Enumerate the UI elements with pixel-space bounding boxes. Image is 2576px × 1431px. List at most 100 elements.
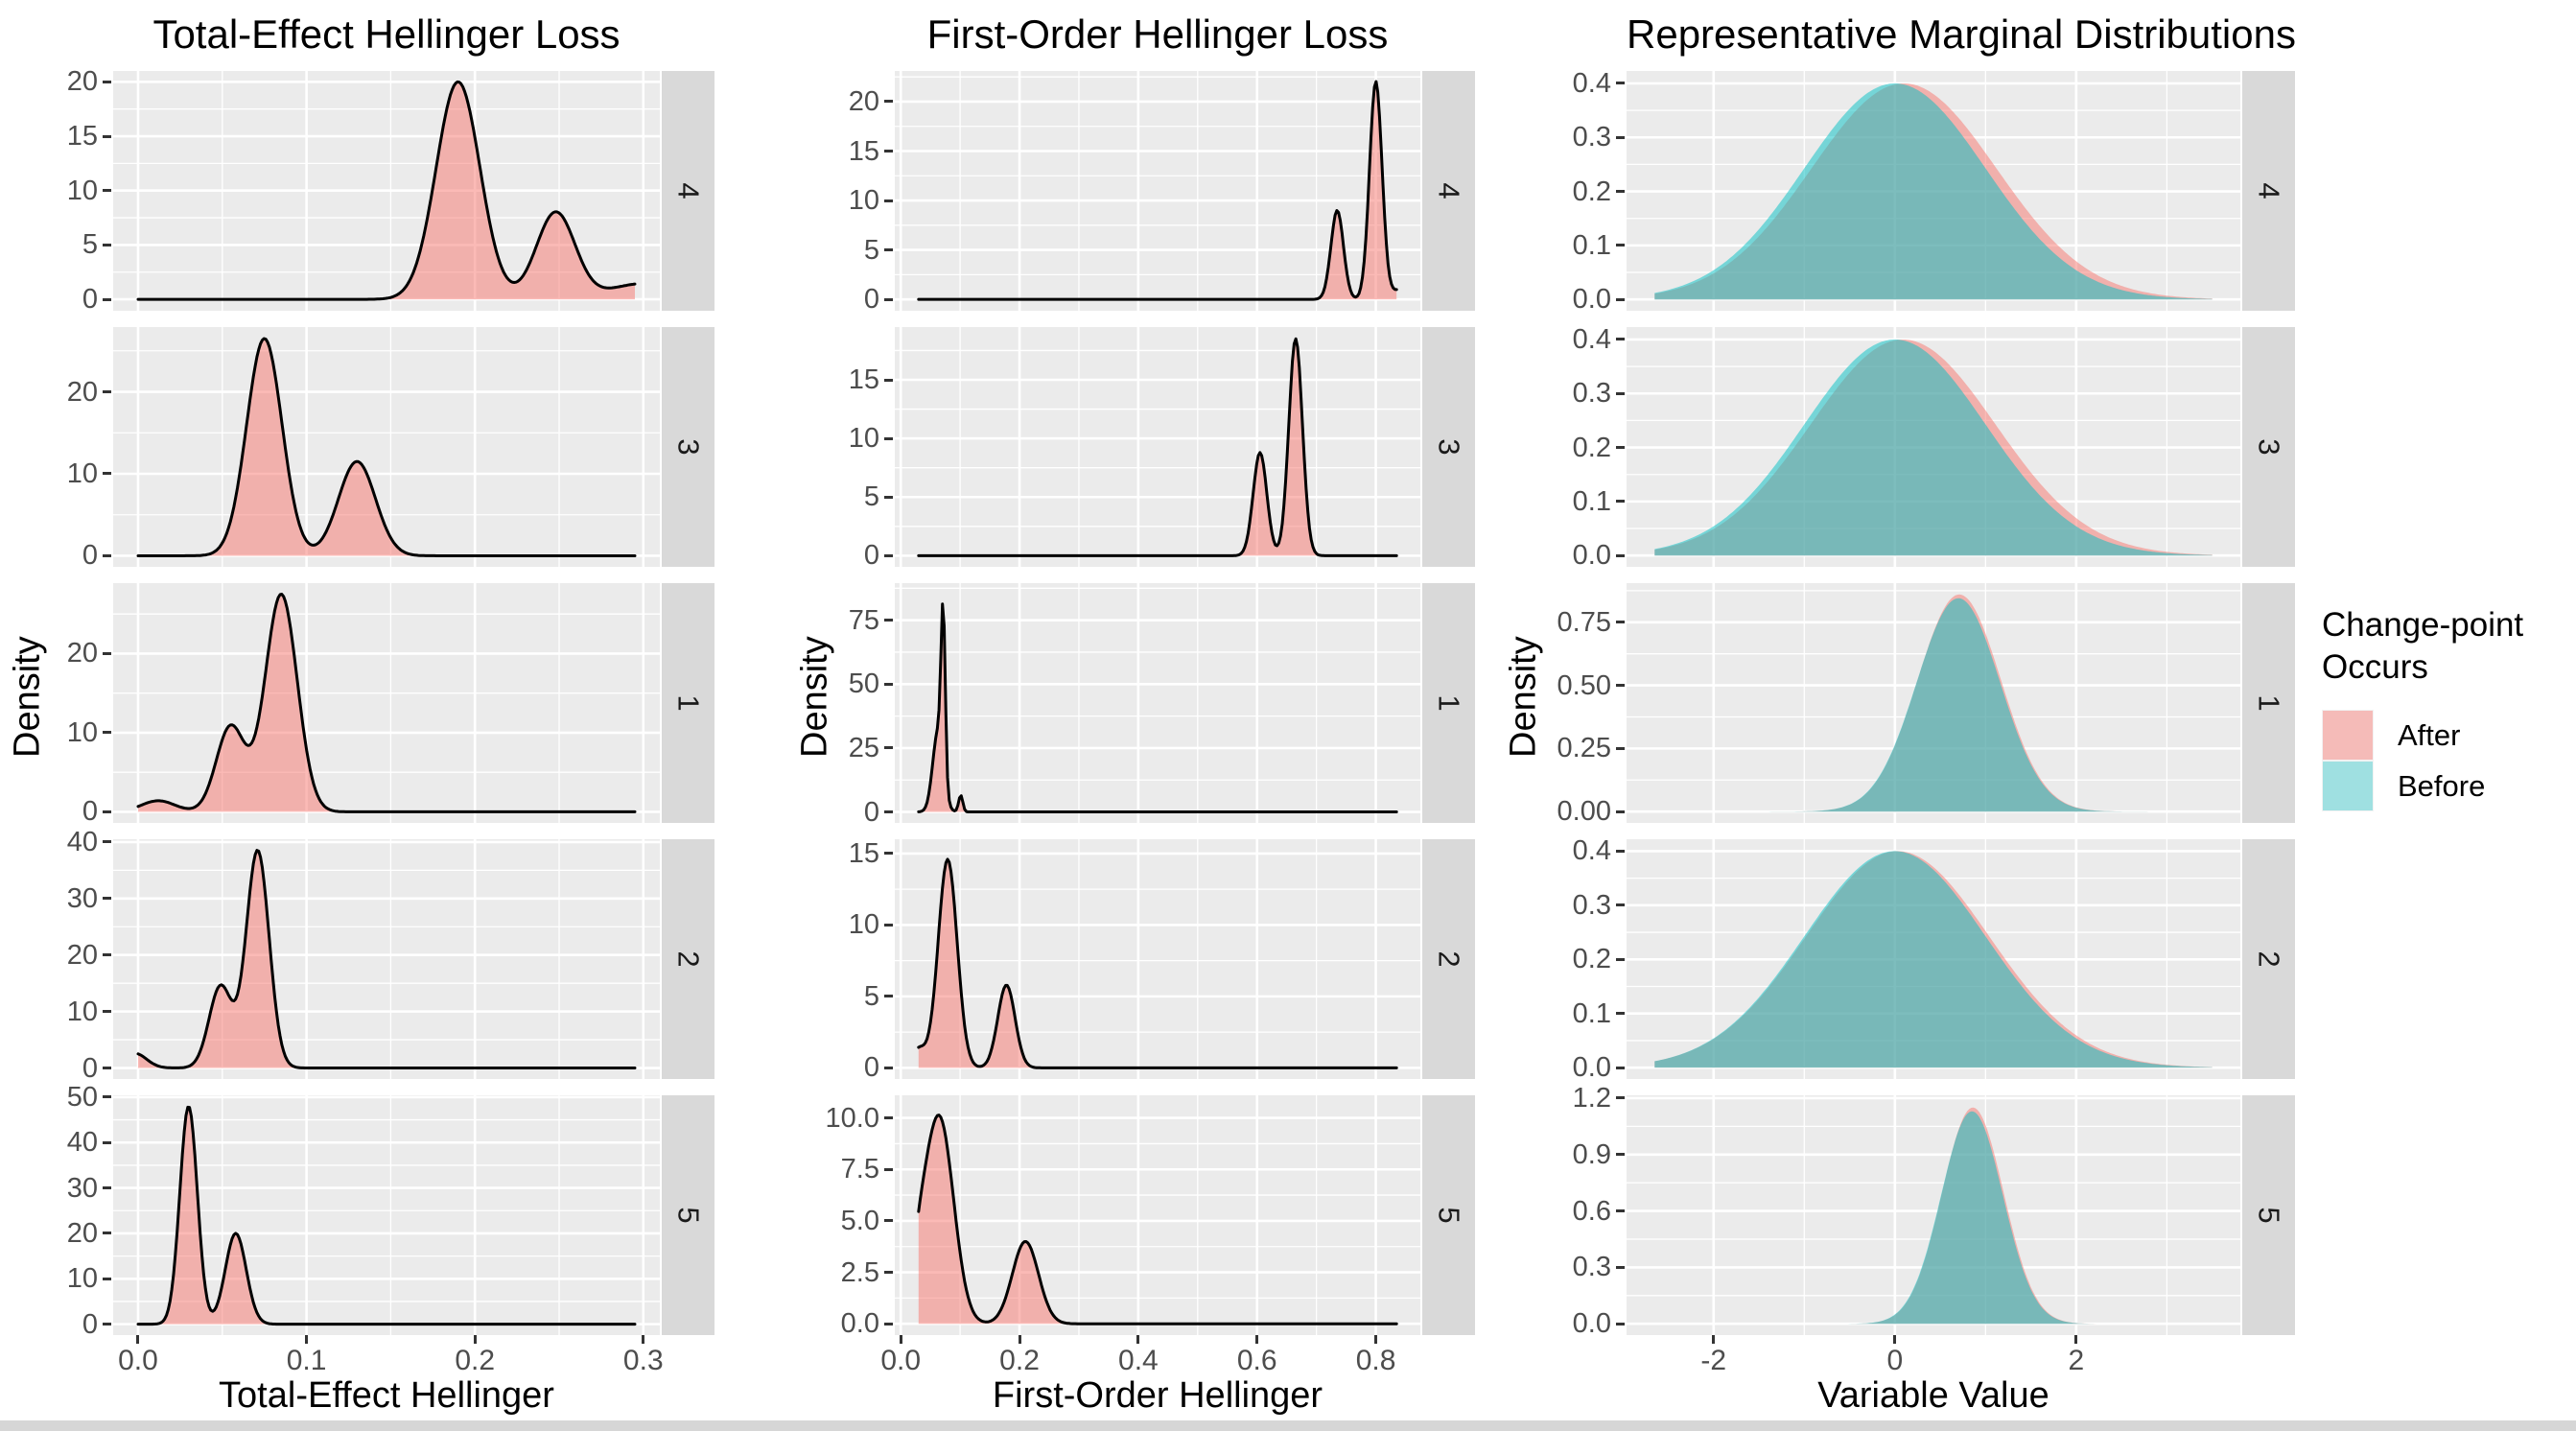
y-tick-label: 0 <box>863 1052 879 1084</box>
density-area-after <box>918 858 1397 1068</box>
y-tick-mark <box>1616 391 1625 395</box>
y-axis-gutter: 0.0 0.1 0.2 0.3 0.4 <box>1502 836 1627 1082</box>
y-tick-label: 30 <box>66 882 98 914</box>
y-tick-label: 75 <box>848 604 879 636</box>
facet-row-4: 0 5 10 15 20 4 <box>6 67 714 314</box>
column-title: First-Order Hellinger Loss <box>926 12 1389 57</box>
y-axis-gutter: 0.0 0.1 0.2 0.3 0.4 <box>1502 69 1627 314</box>
y-tick-label: 0.50 <box>1557 669 1611 701</box>
facet-strip-label: 1 <box>1432 694 1466 712</box>
facet-strip-label: 5 <box>2252 1207 2286 1224</box>
x-tick-label: 0.0 <box>880 1345 922 1376</box>
y-axis-gutter: 0.0 0.1 0.2 0.3 0.4 <box>1502 325 1627 572</box>
density-plot <box>895 839 1420 1079</box>
y-axis-gutter: 0 10 20 <box>6 583 113 826</box>
facet-row-1: 0 10 20 1 <box>6 583 714 826</box>
y-tick-mark <box>884 495 893 499</box>
facet-strip-4: 4 <box>1422 71 1475 311</box>
y-tick-label: 15 <box>848 837 879 869</box>
y-tick-label: 0.3 <box>1572 122 1611 153</box>
y-tick-label: 20 <box>66 1217 98 1249</box>
facet-strip-3: 3 <box>1422 327 1475 567</box>
facet-strip-label: 2 <box>2252 950 2286 968</box>
facet-row-2: 0 5 10 15 2 <box>793 837 1475 1084</box>
y-tick-mark <box>1616 1012 1625 1016</box>
density-plot <box>1627 839 2240 1079</box>
y-tick-label: 10.0 <box>825 1102 879 1134</box>
y-tick-mark <box>884 1271 893 1275</box>
y-tick-label: 0.00 <box>1557 796 1611 828</box>
y-tick-label: 5.0 <box>840 1205 879 1236</box>
y-tick-mark <box>884 199 893 202</box>
y-tick-mark <box>884 1066 893 1069</box>
y-tick-mark <box>884 810 893 814</box>
y-tick-label: 0.0 <box>1572 1308 1611 1340</box>
panel-1-1 <box>113 583 660 823</box>
facet-strip-label: 3 <box>671 438 706 456</box>
facet-rows: 0 5 10 15 20 4 0 10 20 3 0 10 20 1 0 10 20 30 40 2 0 10 20 30 40… <box>6 67 714 1339</box>
facet-strip-4: 4 <box>2242 71 2295 311</box>
facet-strip-5: 5 <box>2242 1095 2295 1335</box>
x-tick-mark <box>1893 1335 1897 1344</box>
facet-row-1: 0 25 50 75 1 <box>793 583 1475 827</box>
density-plot <box>1627 583 2240 823</box>
y-tick-mark <box>884 995 893 998</box>
x-tick-label: 0.6 <box>1236 1345 1277 1376</box>
facet-row-2: 0 10 20 30 40 2 <box>6 828 714 1083</box>
y-tick-mark <box>1616 957 1625 961</box>
facet-strip-4: 4 <box>662 71 714 311</box>
facet-strip-label: 2 <box>1432 950 1466 968</box>
y-tick-mark <box>103 189 111 193</box>
y-tick-mark <box>884 378 893 382</box>
window-bottom-bar <box>0 1420 2576 1431</box>
y-tick-mark <box>884 1219 893 1223</box>
facet-strip-2: 2 <box>1422 839 1475 1079</box>
x-tick-label: 0.1 <box>286 1345 327 1376</box>
density-outline <box>136 80 637 301</box>
y-tick-mark <box>1616 1322 1625 1325</box>
panel-2-4 <box>895 71 1420 311</box>
density-outline <box>917 1114 1398 1325</box>
y-axis-gutter: 0.0 0.3 0.6 0.9 1.2 <box>1502 1084 1627 1340</box>
gridlines <box>895 839 1420 1079</box>
column-title: Representative Marginal Distributions <box>1627 12 2296 57</box>
y-tick-label: 15 <box>848 364 879 395</box>
panel-2-5 <box>895 1095 1420 1335</box>
y-tick-mark <box>103 1186 111 1190</box>
facet-strip-label: 3 <box>1432 438 1466 456</box>
density-area-after <box>918 603 1397 812</box>
x-tick-label: 2 <box>2068 1345 2085 1376</box>
density-plot <box>113 583 660 823</box>
y-axis-gutter: 0 10 20 <box>6 327 113 570</box>
column-title: Total-Effect Hellinger Loss <box>152 12 621 57</box>
y-tick-mark <box>884 746 893 750</box>
y-tick-mark <box>1616 338 1625 341</box>
facet-strip-label: 2 <box>671 950 706 968</box>
y-tick-mark <box>1616 1265 1625 1269</box>
facet-row-5: 0.0 0.3 0.6 0.9 1.2 5 <box>1502 1084 2295 1340</box>
x-tick-mark <box>136 1335 140 1344</box>
density-area-before <box>1654 851 2213 1068</box>
y-tick-mark <box>1616 684 1625 688</box>
density-area-before <box>1654 1111 2213 1325</box>
density-outline <box>136 593 637 813</box>
y-tick-label: 0.0 <box>1572 540 1611 572</box>
y-tick-label: 40 <box>66 826 98 857</box>
y-tick-mark <box>1616 849 1625 853</box>
panel-2-2 <box>895 839 1420 1079</box>
density-outline <box>917 857 1398 1069</box>
density-plot <box>1627 327 2240 567</box>
y-tick-mark <box>103 1010 111 1014</box>
facet-row-1: 0.00 0.25 0.50 0.75 1 <box>1502 583 2295 828</box>
x-tick-label: 0.8 <box>1355 1345 1396 1376</box>
panel-3-1 <box>1627 583 2240 823</box>
y-tick-mark <box>1616 297 1625 301</box>
density-plot <box>113 71 660 311</box>
legend-label-after: After <box>2398 717 2461 752</box>
density-area-after <box>918 1114 1397 1325</box>
x-axis: -2 0 2 <box>1627 1335 2240 1376</box>
y-tick-mark <box>1616 500 1625 504</box>
panel-3-2 <box>1627 839 2240 1079</box>
facet-strip-5: 5 <box>1422 1095 1475 1335</box>
